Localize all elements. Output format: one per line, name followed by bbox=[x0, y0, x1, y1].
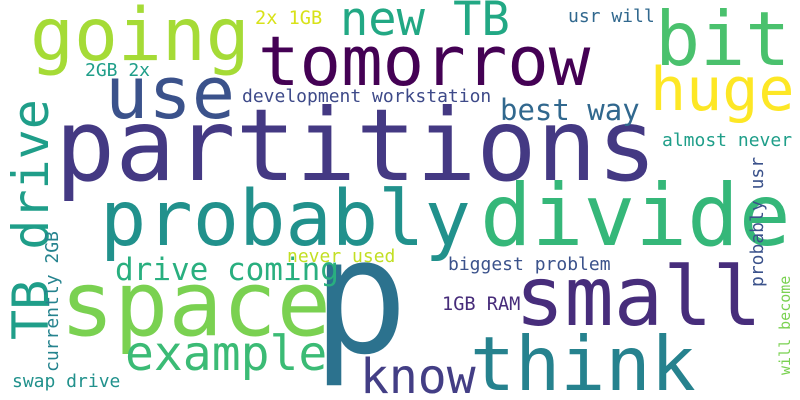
word: 2GB 2x bbox=[85, 60, 150, 81]
word: probably bbox=[100, 175, 471, 264]
word: new TB bbox=[340, 0, 510, 47]
word: almost never bbox=[662, 130, 792, 151]
word: probably usr bbox=[747, 157, 768, 287]
word: drive coming bbox=[115, 252, 339, 288]
word: best way bbox=[500, 93, 640, 127]
word: swap drive bbox=[12, 371, 120, 392]
word: use bbox=[105, 51, 235, 135]
word: 1GB RAM bbox=[442, 294, 520, 315]
word: tomorrow bbox=[258, 22, 591, 102]
word: will become bbox=[776, 276, 794, 375]
word: small bbox=[515, 250, 762, 345]
word: development workstation bbox=[242, 86, 491, 107]
word: partitions bbox=[55, 87, 657, 204]
word: TB drive bbox=[2, 99, 60, 340]
word: know bbox=[360, 349, 476, 400]
word: usr will bbox=[568, 6, 655, 27]
word: divide bbox=[480, 166, 791, 266]
word: going bbox=[30, 0, 250, 78]
word: currently 2GB bbox=[42, 231, 63, 372]
word: space bbox=[60, 252, 331, 357]
word: huge bbox=[650, 55, 795, 125]
word: think bbox=[470, 320, 696, 400]
word: p bbox=[312, 203, 408, 390]
word: example bbox=[125, 326, 327, 382]
word: biggest problem bbox=[448, 254, 611, 275]
word: bit bbox=[655, 0, 790, 83]
word: 2x 1GB bbox=[255, 8, 322, 29]
word: never used bbox=[287, 246, 395, 267]
